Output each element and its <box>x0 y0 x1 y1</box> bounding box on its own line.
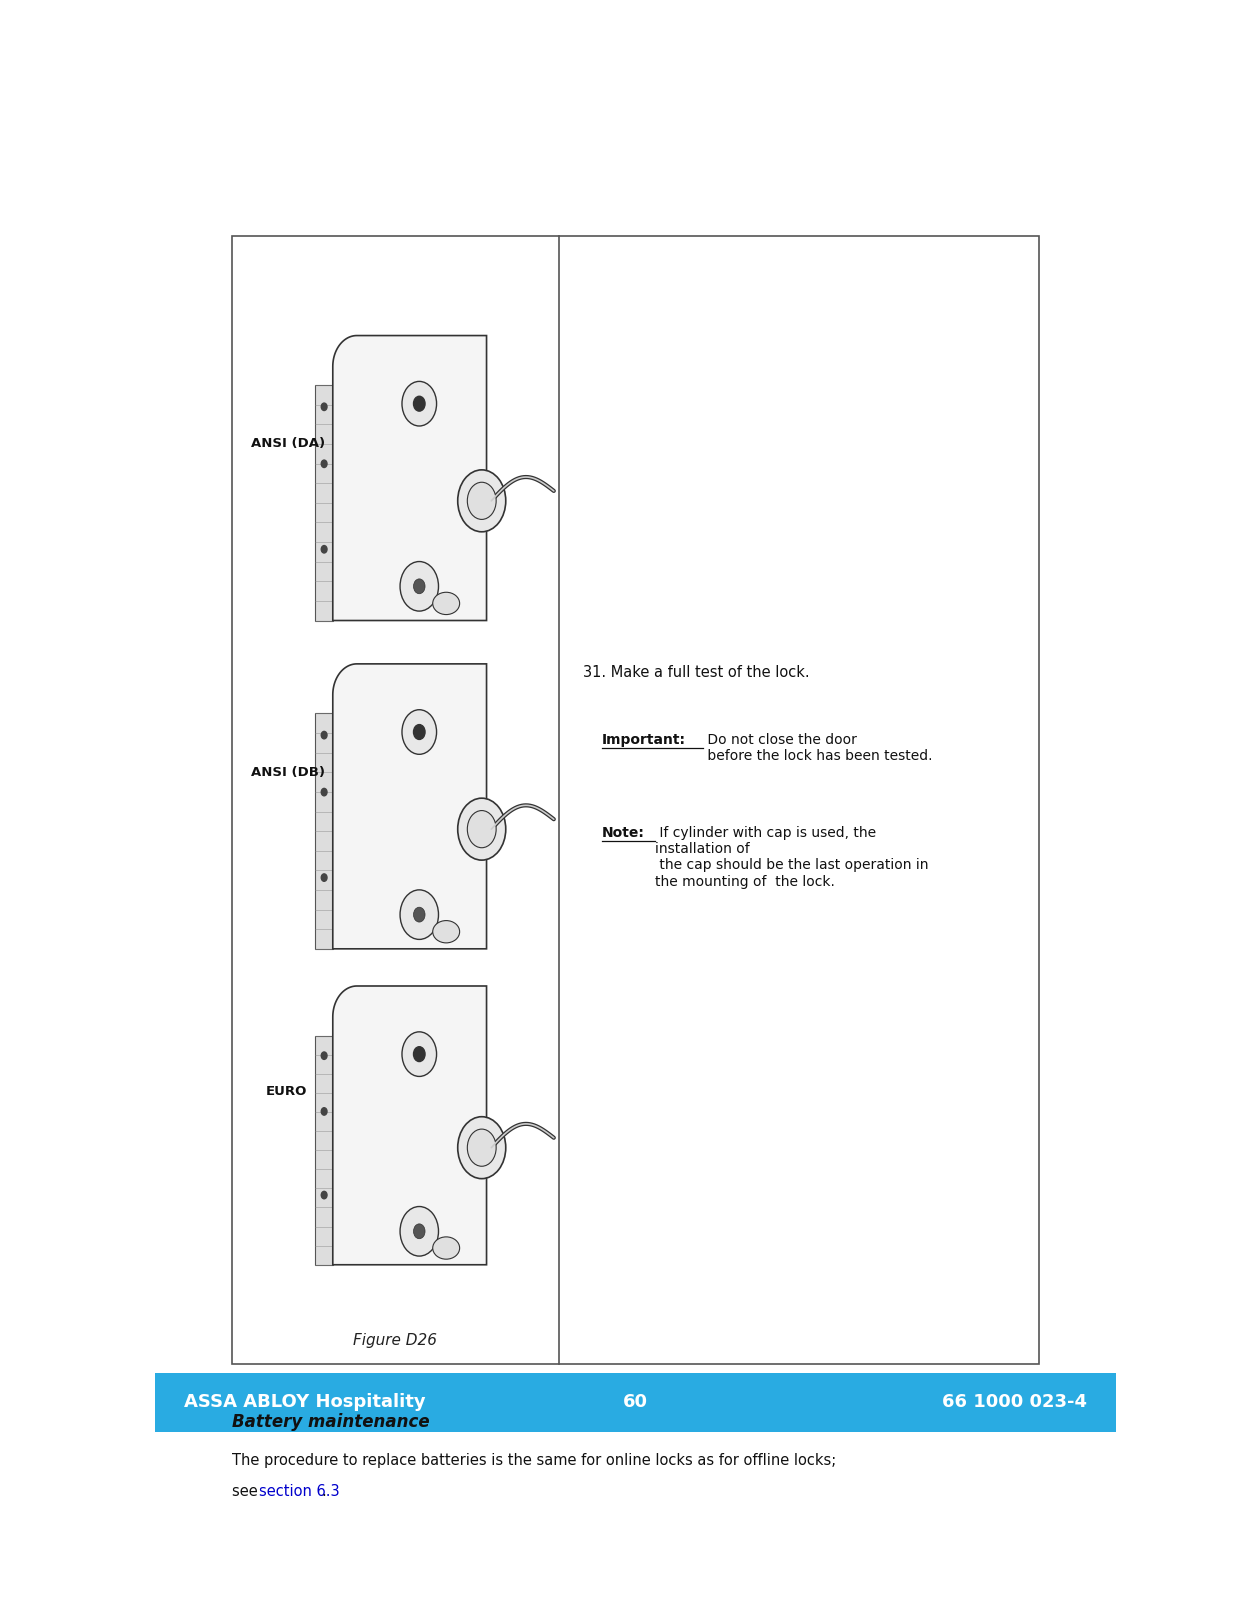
Circle shape <box>413 1047 425 1062</box>
Text: ASSA ABLOY Hospitality: ASSA ABLOY Hospitality <box>184 1393 425 1411</box>
Polygon shape <box>315 1036 332 1265</box>
Circle shape <box>413 1224 425 1239</box>
Circle shape <box>413 724 425 740</box>
Text: Note:: Note: <box>601 825 645 840</box>
Circle shape <box>467 1130 496 1167</box>
Ellipse shape <box>433 920 460 943</box>
Circle shape <box>413 907 425 922</box>
Ellipse shape <box>433 592 460 615</box>
Circle shape <box>321 1107 327 1115</box>
Circle shape <box>321 545 327 553</box>
Text: section 6.3: section 6.3 <box>259 1483 340 1500</box>
Ellipse shape <box>433 1237 460 1260</box>
Circle shape <box>321 1052 327 1059</box>
Text: Figure D26: Figure D26 <box>353 1332 438 1348</box>
Bar <box>232 237 1039 1364</box>
Text: Important:: Important: <box>601 734 686 747</box>
Polygon shape <box>332 986 486 1265</box>
Circle shape <box>467 811 496 848</box>
Text: The procedure to replace batteries is the same for online locks as for offline l: The procedure to replace batteries is th… <box>232 1453 836 1467</box>
Circle shape <box>401 890 439 940</box>
Text: 60: 60 <box>622 1393 649 1411</box>
Circle shape <box>321 1191 327 1199</box>
Circle shape <box>321 404 327 410</box>
Circle shape <box>413 396 425 412</box>
Polygon shape <box>315 385 332 621</box>
Circle shape <box>402 381 436 426</box>
Text: ANSI (DA): ANSI (DA) <box>250 438 325 451</box>
Text: 66 1000 023-4: 66 1000 023-4 <box>942 1393 1087 1411</box>
Circle shape <box>321 788 327 796</box>
Circle shape <box>401 1207 439 1257</box>
Bar <box>155 1372 1116 1432</box>
Polygon shape <box>332 665 486 949</box>
Text: Do not close the door
 before the lock has been tested.: Do not close the door before the lock ha… <box>703 734 932 763</box>
Circle shape <box>413 579 425 594</box>
Text: see: see <box>232 1483 262 1500</box>
Polygon shape <box>332 336 486 621</box>
Circle shape <box>321 874 327 882</box>
Text: Battery maintenance: Battery maintenance <box>232 1413 429 1432</box>
Circle shape <box>321 460 327 468</box>
Circle shape <box>458 1117 506 1179</box>
Circle shape <box>321 732 327 739</box>
Polygon shape <box>315 713 332 949</box>
Circle shape <box>402 1031 436 1076</box>
Circle shape <box>458 798 506 861</box>
Text: ANSI (DB): ANSI (DB) <box>250 766 325 779</box>
Circle shape <box>458 470 506 533</box>
Text: 31. Make a full test of the lock.: 31. Make a full test of the lock. <box>583 665 810 681</box>
Circle shape <box>467 483 496 520</box>
Text: .: . <box>321 1483 326 1500</box>
Text: EURO: EURO <box>265 1086 306 1099</box>
Text: If cylinder with cap is used, the
installation of 
 the cap should be the last o: If cylinder with cap is used, the instal… <box>655 825 929 888</box>
Circle shape <box>402 710 436 755</box>
Circle shape <box>401 562 439 611</box>
